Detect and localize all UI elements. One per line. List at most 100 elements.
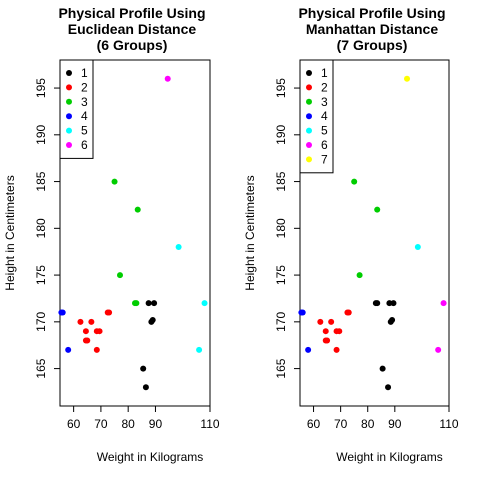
y-tick-label: 195 <box>34 78 48 98</box>
data-point-group-5 <box>175 244 182 251</box>
y-tick-label: 180 <box>34 218 48 238</box>
x-tick-label: 80 <box>361 417 375 431</box>
legend-label: 5 <box>81 124 88 138</box>
y-tick-label: 175 <box>274 265 288 285</box>
x-axis-label: Weight in Kilograms <box>97 450 204 464</box>
y-tick-label: 180 <box>274 218 288 238</box>
legend-label: 1 <box>321 66 328 80</box>
data-point-group-1 <box>385 384 392 391</box>
data-point-group-6 <box>435 346 442 353</box>
x-tick-label: 90 <box>388 417 402 431</box>
data-point-group-2 <box>88 318 95 325</box>
x-tick-label: 110 <box>200 417 219 431</box>
data-point-group-1 <box>140 365 147 372</box>
data-point-group-1 <box>151 300 158 307</box>
x-tick-label: 70 <box>334 417 348 431</box>
data-point-group-3 <box>134 206 141 213</box>
x-axis-label: Weight in Kilograms <box>336 450 443 464</box>
legend-label: 4 <box>321 109 328 123</box>
data-point-group-4 <box>59 309 66 316</box>
x-tick-label: 110 <box>439 417 458 431</box>
y-tick-label: 190 <box>34 124 48 144</box>
y-tick-label: 185 <box>34 171 48 191</box>
legend-marker <box>306 156 312 163</box>
legend-label: 6 <box>321 138 328 152</box>
data-point-group-2 <box>324 337 331 344</box>
legend-marker <box>306 113 312 120</box>
legend-marker <box>66 127 72 134</box>
legend-marker <box>306 142 312 148</box>
data-point-group-2 <box>93 346 100 353</box>
plot-frame <box>59 59 211 407</box>
data-point-group-2 <box>317 318 324 325</box>
data-point-group-4 <box>299 309 306 316</box>
data-point-group-1 <box>149 316 156 323</box>
data-point-group-3 <box>351 178 358 185</box>
plot-frame <box>299 59 450 407</box>
data-point-group-3 <box>117 272 123 279</box>
data-point-group-2 <box>345 309 352 316</box>
legend-label: 1 <box>81 66 88 80</box>
legend-marker <box>66 142 72 148</box>
data-point-group-3 <box>374 206 381 213</box>
data-point-group-2 <box>96 328 103 335</box>
legend-label: 3 <box>81 95 88 109</box>
data-point-group-2 <box>333 346 340 353</box>
chart-title-line: Euclidean Distance <box>68 21 197 37</box>
data-point-group-2 <box>106 309 113 316</box>
legend-marker <box>306 84 312 91</box>
data-point-group-1 <box>379 365 386 372</box>
y-axis-label: Height in Centimeters <box>3 175 17 290</box>
y-tick-label: 170 <box>274 312 288 332</box>
data-point-group-1 <box>390 300 397 307</box>
data-point-group-4 <box>65 346 72 353</box>
y-tick-label: 190 <box>274 124 288 144</box>
legend-marker <box>66 84 72 91</box>
y-tick-label: 195 <box>274 78 288 98</box>
x-tick-label: 90 <box>149 417 163 431</box>
legend-label: 7 <box>321 152 328 166</box>
chart-title-line: Physical Profile Using <box>58 5 205 21</box>
chart-title-line: (6 Groups) <box>97 37 168 53</box>
legend-marker <box>306 98 312 105</box>
data-point-group-2 <box>84 337 91 344</box>
y-tick-label: 165 <box>34 358 48 378</box>
data-point-group-2 <box>336 328 343 335</box>
chart-title-line: Physical Profile Using <box>298 5 445 21</box>
y-axis-label: Height in Centimeters <box>243 175 257 290</box>
data-point-group-2 <box>77 318 84 325</box>
y-tick-label: 185 <box>274 171 288 191</box>
legend-label: 6 <box>81 138 88 152</box>
legend-box <box>59 59 94 159</box>
legend-marker <box>66 70 72 76</box>
chart-title-line: Manhattan Distance <box>306 21 438 37</box>
data-point-group-2 <box>322 328 329 335</box>
y-tick-label: 165 <box>274 358 288 378</box>
data-point-group-6 <box>164 75 171 82</box>
data-point-group-1 <box>142 384 149 391</box>
y-tick-label: 175 <box>34 265 48 285</box>
data-point-group-5 <box>201 300 208 307</box>
data-point-group-3 <box>356 272 363 279</box>
data-point-group-2 <box>328 318 335 325</box>
data-point-group-1 <box>389 316 396 323</box>
data-point-group-5 <box>414 244 421 251</box>
data-point-group-1 <box>374 300 381 307</box>
data-point-group-7 <box>404 75 411 82</box>
data-point-group-6 <box>440 300 447 307</box>
x-tick-label: 80 <box>122 417 136 431</box>
legend-marker <box>306 127 312 134</box>
legend-marker <box>66 113 72 120</box>
data-point-group-3 <box>111 178 118 185</box>
data-point-group-1 <box>145 300 152 307</box>
legend-label: 3 <box>321 95 328 109</box>
legend-marker <box>66 98 72 105</box>
data-point-group-3 <box>133 300 140 307</box>
legend-label: 5 <box>321 124 328 138</box>
legend-marker <box>306 70 312 76</box>
x-tick-label: 60 <box>307 417 321 431</box>
x-tick-label: 70 <box>94 417 108 431</box>
